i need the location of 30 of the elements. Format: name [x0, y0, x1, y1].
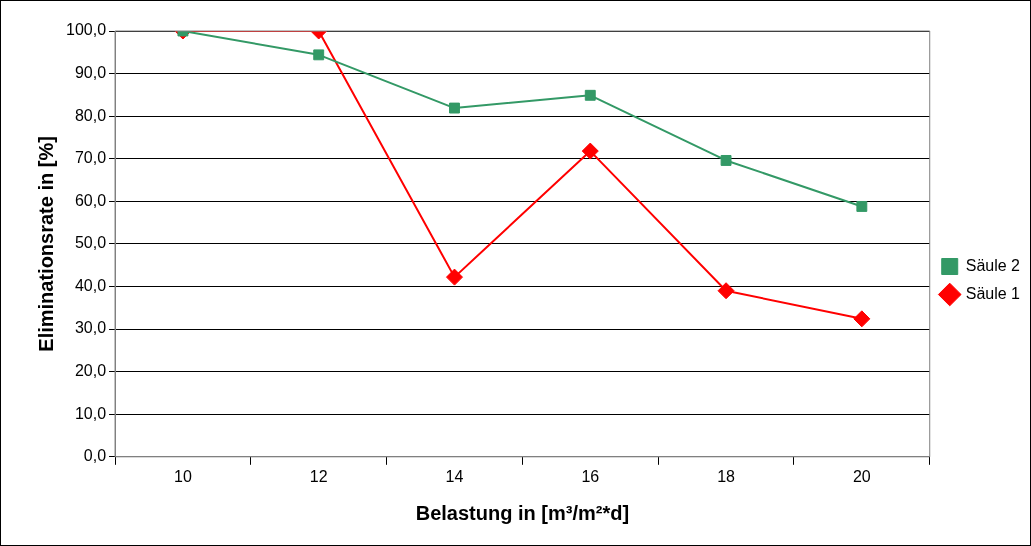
- y-tick-label: 50,0: [74, 234, 107, 252]
- x-tick-label: 12: [309, 467, 328, 485]
- y-tick-label: 100,0: [65, 21, 107, 39]
- point: [446, 268, 463, 286]
- point: [853, 310, 871, 328]
- y-tick-label: 10,0: [74, 404, 107, 422]
- y-tick-label: 0,0: [83, 447, 107, 465]
- y-tick-label: 20,0: [74, 362, 107, 380]
- x-tick-label: 20: [852, 467, 871, 485]
- point: [717, 282, 735, 300]
- x-axis-title: Belastung in [m³/m²*d]: [415, 501, 630, 524]
- point: [313, 49, 325, 61]
- y-tick-label: 80,0: [74, 106, 107, 124]
- point: [720, 154, 732, 166]
- point: [856, 200, 868, 212]
- point: [584, 89, 596, 101]
- legend-label: Säule 2: [965, 256, 1021, 274]
- y-tick-label: 30,0: [74, 319, 107, 337]
- y-axis-title: Eliminationsrate in [%]: [34, 136, 57, 352]
- x-tick-label: 14: [445, 467, 464, 485]
- y-tick-label: 60,0: [74, 191, 107, 209]
- y-tick-label: 70,0: [74, 149, 107, 167]
- x-tick-label: 18: [717, 467, 736, 485]
- y-tick-label: 40,0: [74, 276, 107, 294]
- point: [449, 102, 460, 114]
- y-tick-label: 90,0: [74, 63, 107, 81]
- point: [581, 142, 599, 160]
- x-tick-label: 16: [581, 467, 600, 485]
- x-tick-label: 10: [174, 467, 192, 485]
- legend-label: Säule 1: [965, 284, 1021, 302]
